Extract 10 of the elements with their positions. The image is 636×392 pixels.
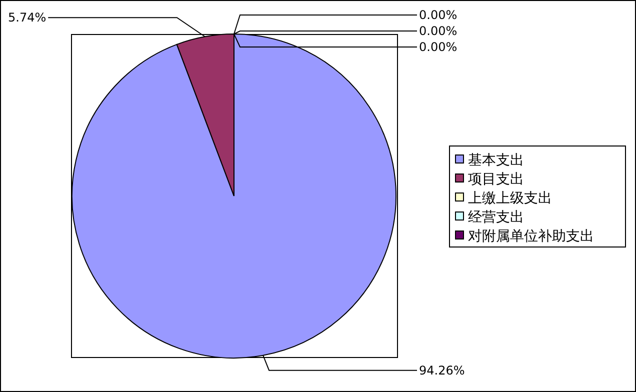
text: 0.00% [419, 24, 458, 38]
data-label: 94.26% [419, 363, 465, 378]
legend-label: 上缴上级支出 [468, 190, 552, 206]
legend-label: 项目支出 [468, 172, 524, 188]
legend-label: 经营支出 [468, 210, 524, 226]
legend-label: 基本支出 [468, 152, 524, 168]
text: 0.00% [419, 40, 458, 54]
text: 0.00% [419, 8, 458, 22]
legend-label: 对附属单位补助支出 [468, 228, 594, 244]
data-label: 5.74% [8, 10, 46, 25]
